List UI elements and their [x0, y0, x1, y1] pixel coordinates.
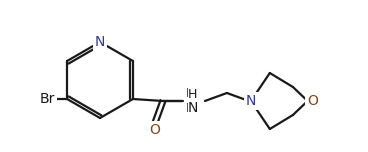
Text: O: O: [307, 94, 318, 108]
Text: H: H: [188, 88, 198, 101]
Text: N: N: [246, 94, 256, 108]
Text: N: N: [188, 101, 198, 115]
Text: Br: Br: [39, 92, 55, 106]
Text: H
N: H N: [186, 87, 196, 115]
Text: N: N: [95, 35, 105, 49]
Text: O: O: [149, 123, 160, 137]
